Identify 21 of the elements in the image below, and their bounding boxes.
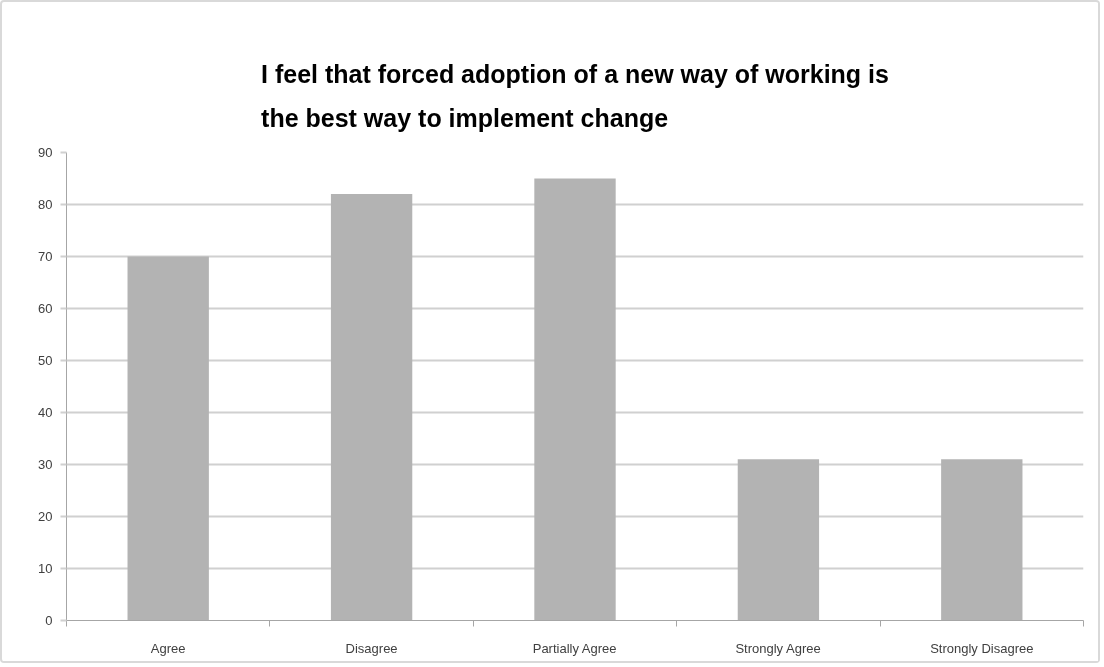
y-tick-label: 0 [45,613,53,628]
x-tick-label: Disagree [345,640,398,656]
x-tick-label: Partially Agree [532,640,617,656]
y-tick-label: 70 [38,249,53,264]
y-tick-label: 50 [38,353,53,368]
y-tick-label: 90 [38,145,53,160]
x-tick-label: Agree [150,640,186,656]
chart-title: I feel that forced adoption of a new way of working is the best way to implement change [261,59,889,133]
y-tick-label: 20 [38,509,53,524]
bar [127,256,209,621]
y-tick-label: 60 [38,301,53,316]
y-tick-label: 10 [38,561,53,576]
x-tick-label: Strongly Agree [735,640,821,656]
bar [941,459,1023,621]
bar [737,459,820,621]
y-tick-label: 30 [38,457,53,472]
bar [330,194,413,621]
x-tick-label: Strongly Disagree [930,640,1034,656]
y-tick-label: 80 [38,197,53,212]
y-tick-label: 40 [38,405,53,420]
bar [534,178,616,621]
